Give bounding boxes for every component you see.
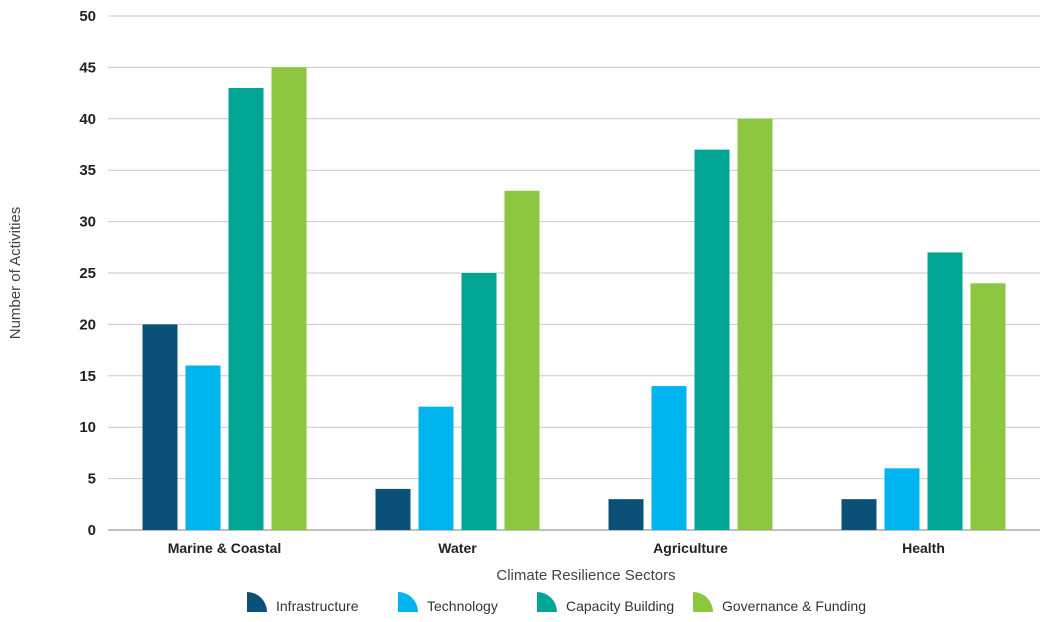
y-tick-label: 30 bbox=[79, 214, 96, 231]
bar-infrastructure-marine-coastal bbox=[142, 324, 178, 530]
y-tick-label: 45 bbox=[79, 59, 96, 76]
legend-swatch bbox=[693, 592, 713, 612]
y-axis-ticks: 0 5 10 15 20 25 30 35 40 45 50 bbox=[79, 8, 96, 539]
bar-infrastructure-agriculture bbox=[608, 499, 644, 530]
y-tick-label: 35 bbox=[79, 162, 96, 179]
bar-technology-agriculture bbox=[651, 386, 687, 530]
y-axis-title: Number of Activities bbox=[7, 207, 24, 340]
legend-label: Capacity Building bbox=[566, 598, 674, 614]
legend-swatch bbox=[398, 592, 418, 612]
y-tick-label: 5 bbox=[88, 471, 96, 488]
bar-capacity-building-marine-coastal bbox=[228, 87, 264, 531]
legend-label: Technology bbox=[427, 598, 498, 614]
bar-infrastructure-water bbox=[375, 488, 411, 530]
y-tick-label: 20 bbox=[79, 316, 96, 333]
y-tick-label: 40 bbox=[79, 111, 96, 128]
legend-label: Infrastructure bbox=[276, 598, 359, 614]
bars bbox=[142, 67, 1006, 531]
x-tick-label: Water bbox=[438, 540, 477, 556]
bar-capacity-building-water bbox=[461, 273, 497, 530]
x-axis-title: Climate Resilience Sectors bbox=[496, 567, 675, 584]
x-tick-label: Marine & Coastal bbox=[168, 540, 282, 556]
y-tick-label: 0 bbox=[88, 522, 96, 539]
bar-technology-health bbox=[884, 468, 920, 530]
y-tick-label: 15 bbox=[79, 368, 96, 385]
bar-governance-funding-marine-coastal bbox=[271, 67, 307, 531]
legend-swatch bbox=[247, 592, 267, 612]
legend: Infrastructure Technology Capacity Buildin… bbox=[247, 592, 866, 614]
bar-governance-funding-health bbox=[970, 283, 1006, 530]
bar-infrastructure-health bbox=[841, 499, 877, 530]
y-tick-label: 10 bbox=[79, 419, 96, 436]
bar-technology-water bbox=[418, 406, 454, 530]
bar-governance-funding-agriculture bbox=[737, 118, 773, 531]
x-axis-ticks: Marine & Coastal Water Agriculture Health bbox=[168, 540, 945, 556]
y-tick-label: 25 bbox=[79, 265, 96, 282]
bar-capacity-building-health bbox=[927, 252, 963, 530]
y-tick-label: 50 bbox=[79, 8, 96, 25]
bar-capacity-building-agriculture bbox=[694, 149, 730, 530]
x-tick-label: Agriculture bbox=[653, 540, 728, 556]
legend-swatch bbox=[537, 592, 557, 612]
legend-label: Governance & Funding bbox=[722, 598, 866, 614]
x-tick-label: Health bbox=[902, 540, 945, 556]
bar-technology-marine-coastal bbox=[185, 365, 221, 530]
bar-governance-funding-water bbox=[504, 190, 540, 530]
